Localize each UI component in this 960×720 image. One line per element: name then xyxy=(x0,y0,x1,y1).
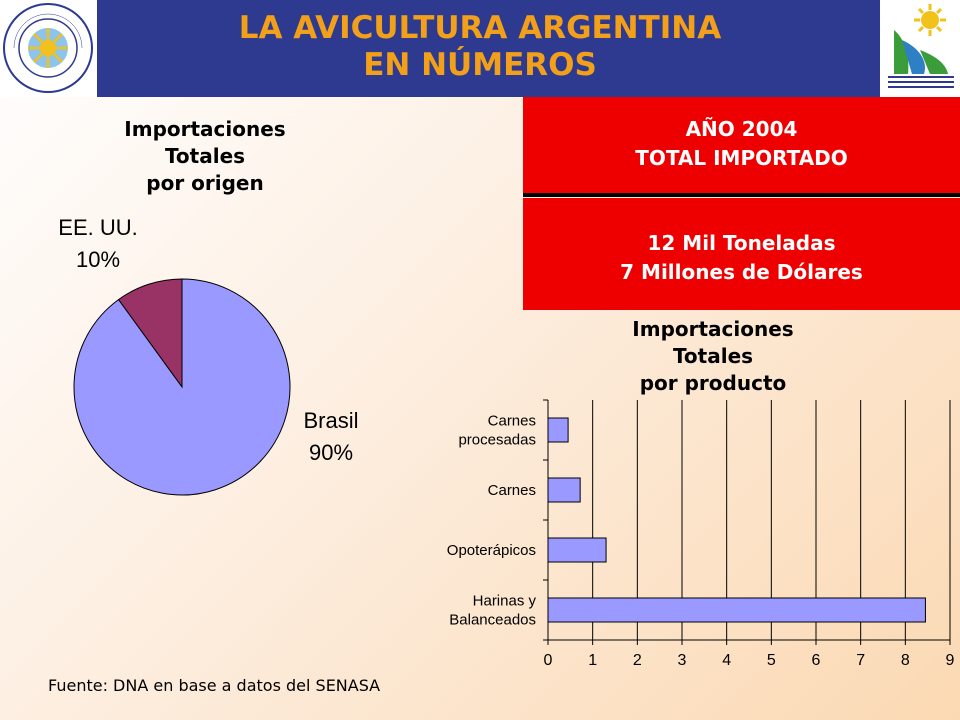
summary-year: AÑO 2004 xyxy=(685,117,798,141)
source-note: Fuente: DNA en base a datos del SENASA xyxy=(48,676,381,695)
pie-label-brasil: Brasil xyxy=(303,408,358,433)
bar-title-line: Importaciones xyxy=(632,317,794,341)
x-tick-label: 3 xyxy=(678,652,687,669)
bar-chart-title: Importaciones Totales por producto xyxy=(588,316,838,397)
x-tick-label: 2 xyxy=(633,652,642,669)
title-line-2: EN NÚMEROS xyxy=(363,47,597,83)
pie-title-line: Importaciones xyxy=(124,117,286,141)
summary-total-label: TOTAL IMPORTADO xyxy=(635,146,848,170)
bar-carnes xyxy=(547,477,581,503)
x-tick-label: 7 xyxy=(856,652,865,669)
category-label: Balanceados xyxy=(449,612,536,629)
summary-tonnes: 12 Mil Toneladas xyxy=(647,231,836,255)
title-line-1: LA AVICULTURA ARGENTINA xyxy=(238,10,722,46)
summary-dollars: 7 Millones de Dólares xyxy=(620,260,863,284)
category-label: Opoterápicos xyxy=(447,542,536,559)
category-label: Carnes xyxy=(488,413,536,430)
x-tick-label: 8 xyxy=(901,652,910,669)
bar-opoterápicos xyxy=(547,537,607,563)
pie-chart-title: Importaciones Totales por origen xyxy=(80,116,330,197)
pie-title-line: Totales xyxy=(164,144,246,168)
bar-harinas-y-balanceados xyxy=(547,597,926,623)
x-tick-label: 1 xyxy=(588,652,597,669)
x-tick-label: 9 xyxy=(946,652,955,669)
page-title: LA AVICULTURA ARGENTINA EN NÚMEROS xyxy=(140,10,820,84)
summary-box-top: AÑO 2004 TOTAL IMPORTADO xyxy=(523,97,960,194)
category-label: procesadas xyxy=(458,432,536,449)
pie-value-eeuu: 10% xyxy=(76,247,120,272)
pie-title-line: por origen xyxy=(146,171,264,195)
summary-divider xyxy=(523,193,960,197)
secretaria-agricultura-logo xyxy=(880,0,960,97)
category-label: Harinas y xyxy=(473,593,537,610)
alimentos-argentinos-logo xyxy=(0,0,97,97)
bar-carnes-procesadas xyxy=(547,417,569,443)
pie-slice-brasil xyxy=(73,278,291,496)
x-tick-label: 5 xyxy=(767,652,776,669)
header-bar xyxy=(0,0,960,97)
pie-label-eeuu: EE. UU. xyxy=(58,215,137,240)
summary-box-bottom: 12 Mil Toneladas 7 Millones de Dólares xyxy=(523,198,960,310)
x-tick-label: 4 xyxy=(722,652,731,669)
pie-value-brasil: 90% xyxy=(309,440,353,465)
x-tick-label: 0 xyxy=(544,652,553,669)
x-tick-label: 6 xyxy=(812,652,821,669)
pie-chart: EE. UU. 10% Brasil 90% xyxy=(58,215,359,496)
bar-chart: 0 1 2 3 4 5 6 7 8 9 Carnes procesadas Carnes Opoteráp… xyxy=(447,399,955,669)
bar-title-line: Totales xyxy=(672,344,754,368)
bar-title-line: por producto xyxy=(639,371,787,395)
category-label: Carnes xyxy=(488,482,536,499)
